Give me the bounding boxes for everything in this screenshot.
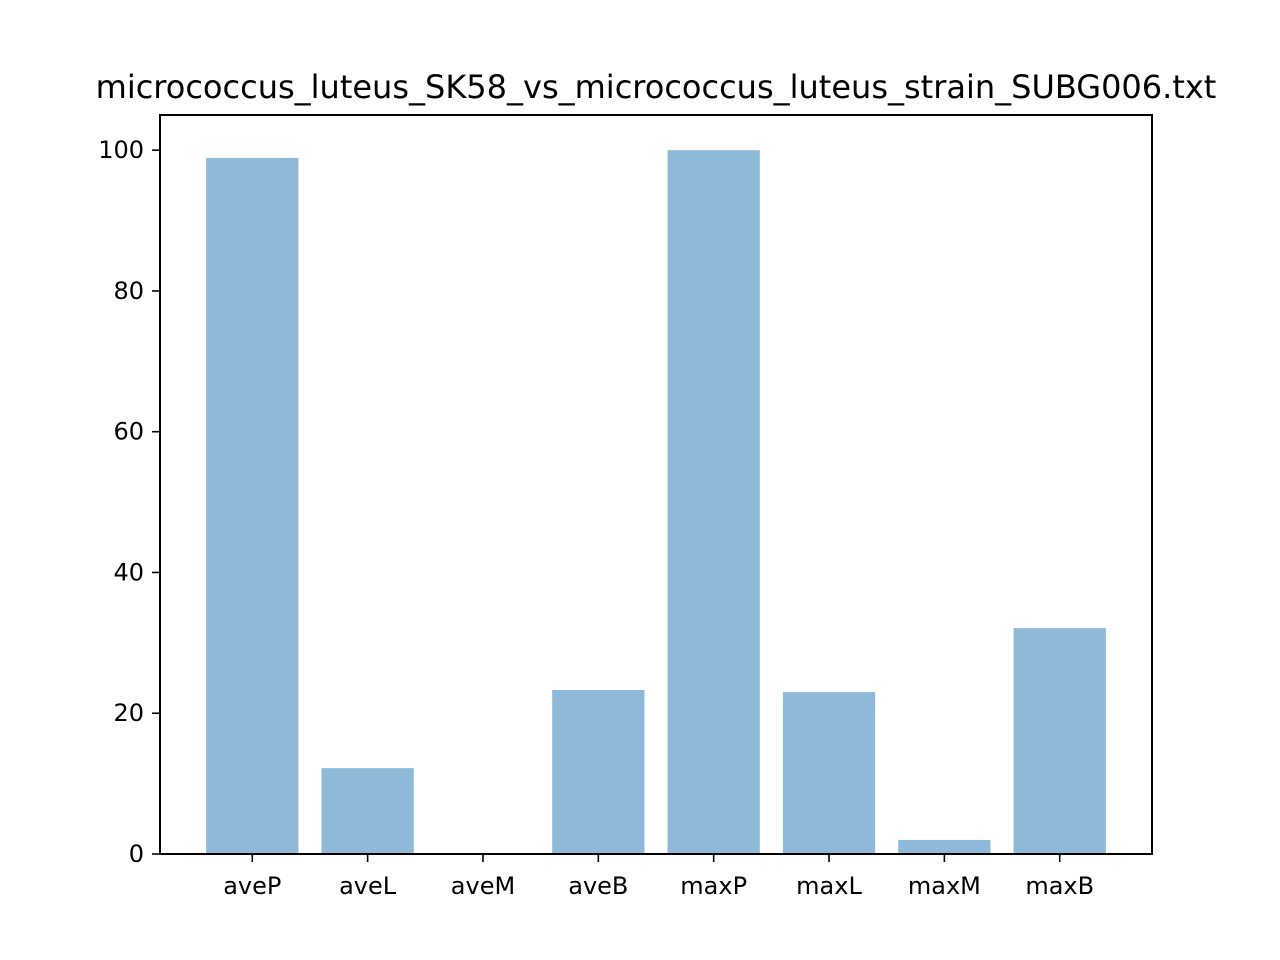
bar-maxP [667,150,760,854]
bar-maxL [782,692,876,854]
x-tick-label: aveL [339,872,397,900]
y-tick-label: 20 [113,699,144,727]
x-tick-label: maxM [908,872,981,900]
x-axis-ticks: aveP aveL aveM aveB maxP maxL maxM maxB [223,854,1094,900]
y-tick-label: 80 [113,277,144,305]
chart-title: micrococcus_luteus_SK58_vs_micrococcus_l… [96,68,1217,106]
y-tick-label: 40 [113,558,144,586]
x-tick-label: maxB [1025,872,1094,900]
bar-maxM [898,839,991,854]
x-tick-label: maxP [680,872,747,900]
y-tick-label: 60 [113,418,144,446]
bar-maxB [1013,628,1106,854]
bars-group [206,150,1106,854]
bar-aveP [206,157,299,854]
x-tick-label: maxL [796,872,862,900]
y-tick-label: 0 [129,840,144,868]
x-tick-label: aveP [223,872,281,900]
x-tick-label: aveB [568,872,628,900]
y-tick-label: 100 [98,136,144,164]
y-axis-ticks: 0 20 40 60 80 100 [98,136,160,868]
bar-aveB [552,690,645,854]
x-tick-label: aveM [451,872,515,900]
bar-aveL [321,768,414,854]
plot-frame [159,114,1153,855]
